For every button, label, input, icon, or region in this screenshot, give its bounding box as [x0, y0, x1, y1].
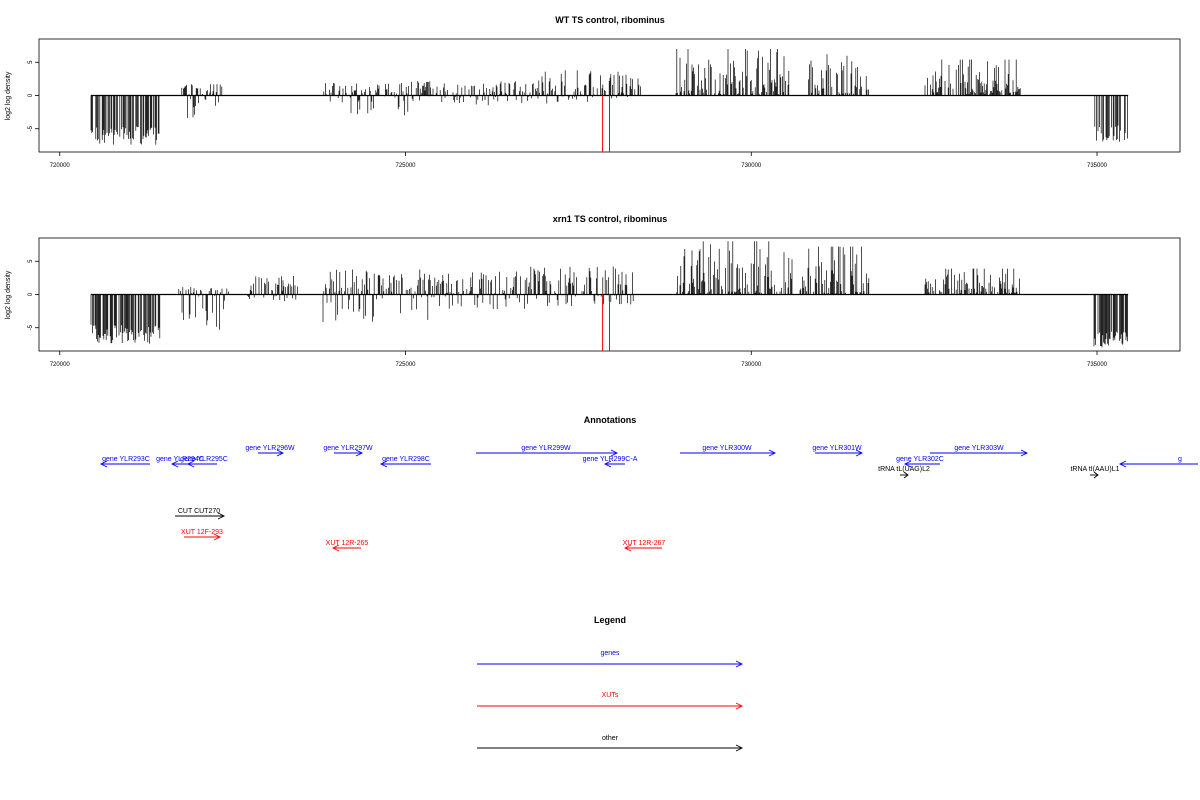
- x-tick-label: 730000: [741, 163, 762, 169]
- panel-wt: WT TS control, ribominus 720000 725000 730…: [5, 15, 1181, 169]
- panel-wt-title: WT TS control, ribominus: [555, 15, 665, 25]
- panel-xrn1: xrn1 TS control, ribominus 720000 725000 7…: [5, 214, 1181, 368]
- trna-ti-aau-l1: tRNA tI(AAU)L1: [1070, 466, 1120, 479]
- gene-ylr299w-label: gene YLR299W: [521, 445, 571, 452]
- trna-tl-uag-l2-label: tRNA tL(UAG)L2: [878, 466, 930, 473]
- y-tick-label: 0: [28, 292, 34, 296]
- gene-ylr296w: gene YLR296W: [245, 445, 295, 457]
- cut-cut270-label: CUT CUT270: [178, 508, 220, 515]
- gene-ylr302c-label: gene YLR302C: [896, 456, 944, 463]
- gene-ylr294c-label: gene YLR294C: [156, 456, 204, 463]
- x-tick-label: 720000: [50, 362, 71, 368]
- x-tick-label: 730000: [741, 362, 762, 368]
- legend-other: other: [477, 735, 744, 752]
- gene-ylr298c-label: gene YLR298C: [382, 456, 430, 463]
- gene-ylr298c: gene YLR298C: [379, 456, 431, 468]
- gene-ylr293c-label: gene YLR293C: [102, 456, 150, 463]
- xut-12r-265: XUT 12R-265: [326, 540, 369, 552]
- gene-ylr303w-label: gene YLR303W: [954, 445, 1004, 452]
- gene-ylr302c: gene YLR302C: [896, 456, 944, 468]
- x-tick-label: 725000: [395, 163, 416, 169]
- y-tick-label: -5: [28, 125, 34, 131]
- legend-genes-label: genes: [600, 650, 620, 657]
- x-tick-label: 725000: [395, 362, 416, 368]
- gene-ylr301w-label: gene YLR301W: [812, 445, 862, 452]
- legend-genes: genes: [477, 650, 744, 668]
- y-tick-label: 0: [28, 93, 34, 97]
- legend-other-label: other: [602, 735, 619, 742]
- gene-ylr293c: gene YLR293C: [99, 456, 150, 468]
- gene-ylr295c: gene YLR295C: [180, 456, 228, 468]
- trna-ti-aau-l1-label: tRNA tI(AAU)L1: [1070, 466, 1119, 473]
- annotations-title: Annotations: [584, 415, 637, 425]
- xut-12r-267: XUT 12R-267: [623, 540, 666, 552]
- gene-ylr300w: gene YLR300W: [680, 445, 777, 457]
- x-tick-label: 720000: [50, 163, 71, 169]
- y-tick-label: 5: [28, 60, 34, 64]
- y-tick-label: 5: [28, 259, 34, 263]
- xut-12f-293: XUT 12F-293: [181, 529, 223, 541]
- xut-12r-267-label: XUT 12R-267: [623, 540, 666, 547]
- panel-xrn1-bars: [90, 241, 1129, 351]
- panel-xrn1-title: xrn1 TS control, ribominus: [553, 214, 668, 224]
- legend-title: Legend: [594, 615, 626, 625]
- gene-ylr297w-label: gene YLR297W: [323, 445, 373, 452]
- gene-ylr301w: gene YLR301W: [812, 445, 864, 457]
- gene-ylr296w-label: gene YLR296W: [245, 445, 295, 452]
- gene-ylr297w: gene YLR297W: [323, 445, 373, 457]
- legend-xuts-label: XUTs: [602, 692, 619, 699]
- gene-ylr300w-label: gene YLR300W: [702, 445, 752, 452]
- xut-12r-265-label: XUT 12R-265: [326, 540, 369, 547]
- gene-ylr299w: gene YLR299W: [476, 445, 619, 457]
- y-tick-label: -5: [28, 324, 34, 330]
- gene-ylr299c-a: gene YLR299C-A: [583, 456, 638, 468]
- legend-xuts: XUTs: [477, 692, 744, 710]
- x-tick-label: 735000: [1087, 362, 1108, 368]
- panel-xrn1-axes: 720000 725000 730000 735000 -5 0 5: [28, 259, 1108, 368]
- gene-ylr295c-label: gene YLR295C: [180, 456, 228, 463]
- xut-12f-293-label: XUT 12F-293: [181, 529, 223, 536]
- panel-xrn1-ylabel: log2 log density: [5, 270, 12, 319]
- gene-ylr303w: gene YLR303W: [930, 445, 1029, 457]
- panel-wt-bars: [90, 49, 1129, 152]
- panel-wt-ylabel: log2 log density: [5, 71, 12, 120]
- gene-truncated: g: [1118, 456, 1198, 468]
- panel-wt-axes: 720000 725000 730000 735000 -5 0 5: [28, 60, 1108, 169]
- cut-cut270: CUT CUT270: [175, 508, 226, 520]
- annotations: Annotations gene YLR293C gene YLR294C ge…: [99, 415, 1198, 552]
- trna-tl-uag-l2: tRNA tL(UAG)L2: [878, 466, 930, 479]
- gene-truncated-label: g: [1178, 456, 1182, 463]
- x-tick-label: 735000: [1087, 163, 1108, 169]
- legend: Legend genes XUTs other: [477, 615, 744, 752]
- gene-ylr299c-a-label: gene YLR299C-A: [583, 456, 638, 463]
